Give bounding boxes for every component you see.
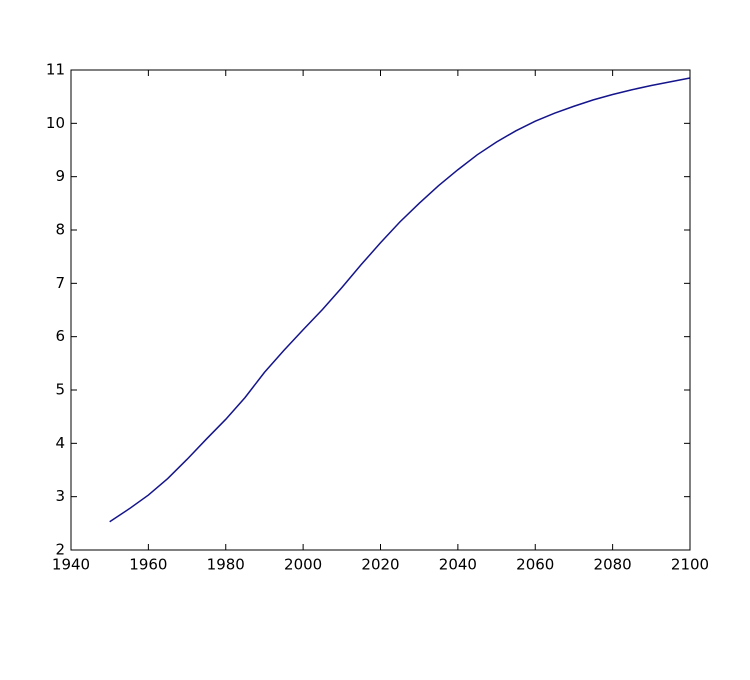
- x-tick-label: 2100: [671, 556, 709, 574]
- y-tick-label: 3: [55, 487, 65, 505]
- x-tick-label: 2020: [361, 556, 399, 574]
- y-tick-label: 2: [55, 541, 65, 559]
- x-tick-label: 1960: [129, 556, 167, 574]
- x-tick-label: 2000: [284, 556, 322, 574]
- plot-frame: [70, 69, 691, 551]
- y-tick-label: 8: [55, 221, 65, 239]
- y-tick-label: 5: [55, 381, 65, 399]
- y-tick-label: 11: [46, 61, 65, 79]
- x-tick-label: 1940: [52, 556, 90, 574]
- x-tick-label: 2080: [594, 556, 632, 574]
- x-tick-label: 1980: [207, 556, 245, 574]
- y-tick-label: 7: [55, 274, 65, 292]
- y-tick-label: 9: [55, 167, 65, 185]
- x-tick-label: 2040: [439, 556, 477, 574]
- y-tick-label: 6: [55, 327, 65, 345]
- y-tick-label: 10: [46, 114, 65, 132]
- x-tick-label: 2060: [516, 556, 554, 574]
- data-line: [109, 77, 691, 523]
- y-tick-label: 4: [55, 434, 65, 452]
